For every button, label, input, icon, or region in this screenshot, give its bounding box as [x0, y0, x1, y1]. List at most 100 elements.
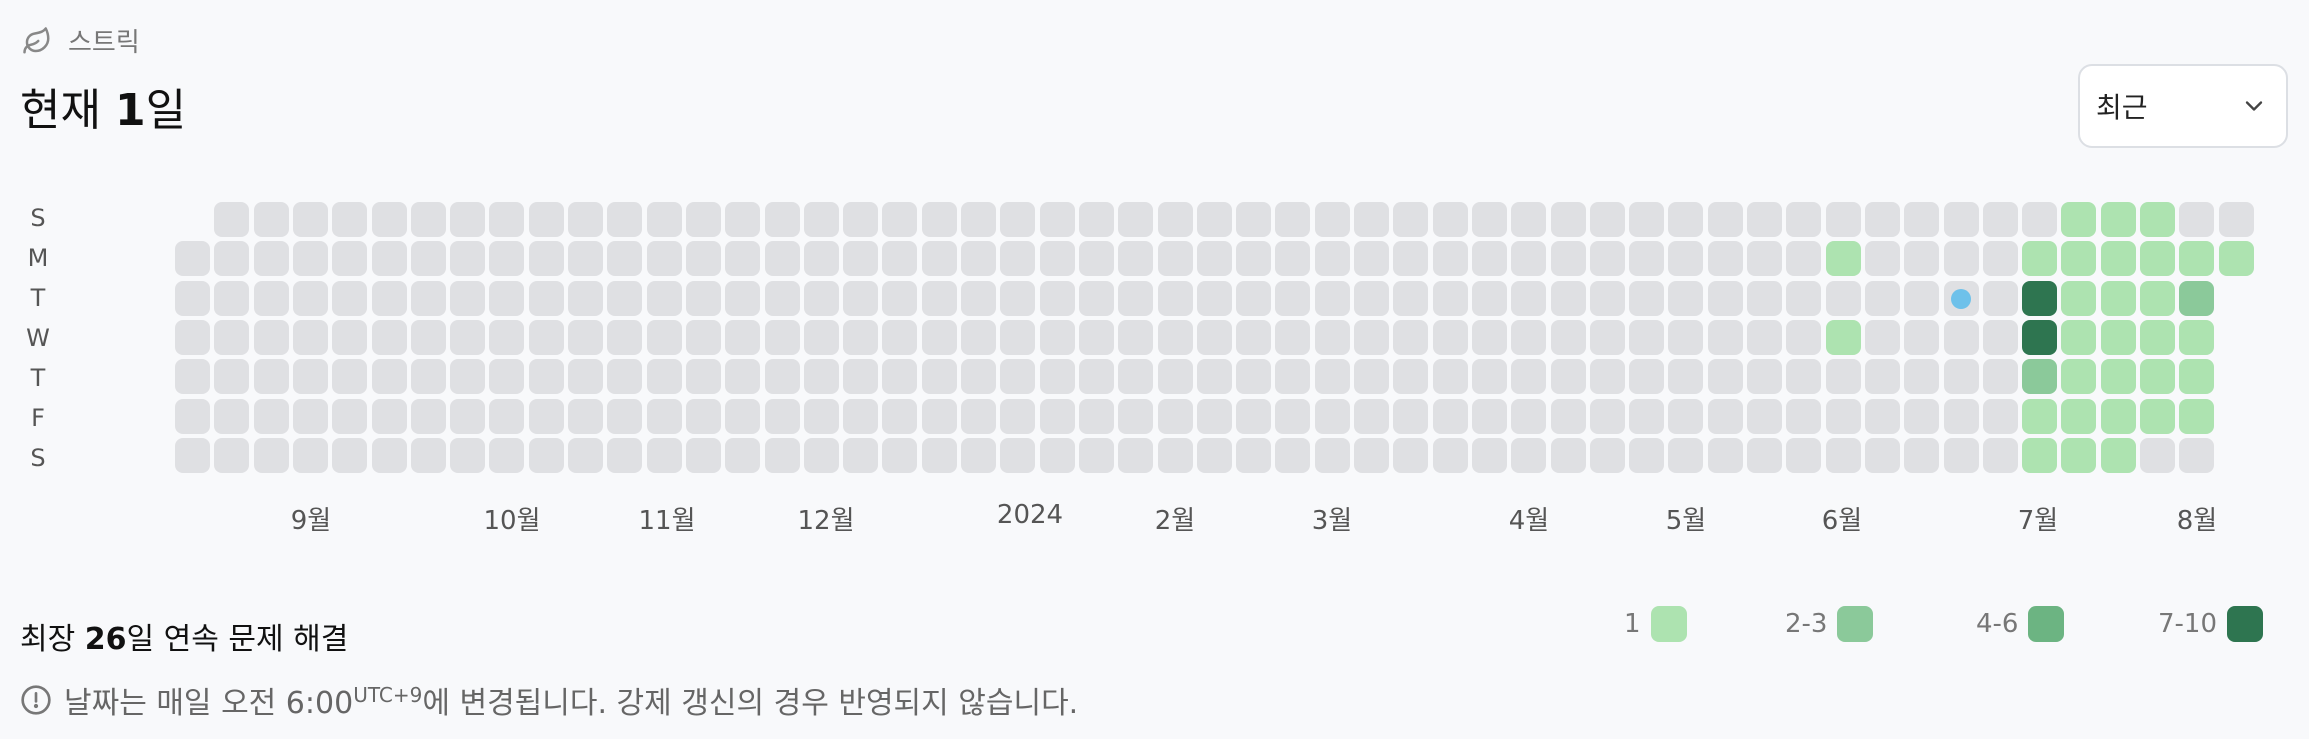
heatmap-cell[interactable] [764, 280, 800, 316]
heatmap-cell[interactable] [1825, 359, 1861, 395]
heatmap-cell[interactable] [1000, 280, 1036, 316]
heatmap-cell[interactable] [1118, 202, 1154, 237]
heatmap-cell[interactable] [2022, 241, 2058, 277]
heatmap-cell[interactable] [1825, 280, 1861, 316]
heatmap-cell[interactable] [175, 437, 210, 473]
heatmap-cell[interactable] [843, 437, 879, 473]
heatmap-cell[interactable] [1118, 398, 1154, 434]
heatmap-cell[interactable] [685, 359, 721, 395]
heatmap-cell[interactable] [1078, 437, 1114, 473]
heatmap-cell[interactable] [882, 319, 918, 355]
heatmap-cell[interactable] [1982, 437, 2018, 473]
heatmap-cell[interactable] [1707, 202, 1743, 237]
heatmap-cell[interactable] [1196, 202, 1232, 237]
heatmap-cell[interactable] [803, 241, 839, 277]
heatmap-cell[interactable] [410, 280, 446, 316]
heatmap-cell[interactable] [371, 359, 407, 395]
heatmap-cell[interactable] [332, 280, 368, 316]
heatmap-cell[interactable] [1354, 359, 1389, 395]
heatmap-cell[interactable] [1432, 241, 1468, 277]
heatmap-cell[interactable] [2140, 241, 2175, 277]
heatmap-cell[interactable] [1275, 241, 1311, 277]
heatmap-cell[interactable] [1078, 398, 1114, 434]
heatmap-cell[interactable] [843, 202, 879, 237]
heatmap-cell[interactable] [410, 437, 446, 473]
heatmap-cell[interactable] [1629, 398, 1665, 434]
heatmap-cell[interactable] [1825, 398, 1861, 434]
heatmap-cell[interactable] [1078, 319, 1114, 355]
heatmap-cell[interactable] [1747, 241, 1782, 277]
heatmap-cell[interactable] [2100, 359, 2136, 395]
heatmap-cell[interactable] [1118, 359, 1154, 395]
heatmap-cell[interactable] [1471, 437, 1507, 473]
heatmap-cell[interactable] [450, 398, 486, 434]
heatmap-cell[interactable] [1550, 398, 1586, 434]
heatmap-cell[interactable] [1668, 319, 1704, 355]
heatmap-cell[interactable] [1550, 437, 1586, 473]
heatmap-cell[interactable] [2100, 280, 2136, 316]
heatmap-cell[interactable] [725, 437, 761, 473]
heatmap-cell[interactable] [2140, 280, 2175, 316]
heatmap-cell[interactable] [1629, 241, 1665, 277]
heatmap-cell[interactable] [843, 398, 879, 434]
heatmap-cell[interactable] [489, 202, 525, 237]
heatmap-cell[interactable] [1000, 319, 1036, 355]
heatmap-cell[interactable] [2022, 202, 2058, 237]
heatmap-cell[interactable] [568, 437, 603, 473]
heatmap-cell[interactable] [961, 359, 996, 395]
heatmap-cell[interactable] [1982, 319, 2018, 355]
heatmap-cell[interactable] [1904, 437, 1940, 473]
heatmap-cell[interactable] [450, 437, 486, 473]
heatmap-cell[interactable] [2061, 437, 2097, 473]
heatmap-cell[interactable] [2022, 319, 2058, 355]
heatmap-cell[interactable] [2179, 398, 2215, 434]
heatmap-cell[interactable] [292, 280, 328, 316]
heatmap-cell[interactable] [1904, 319, 1940, 355]
heatmap-cell[interactable] [803, 202, 839, 237]
heatmap-cell[interactable] [607, 359, 643, 395]
heatmap-cell[interactable] [1589, 437, 1625, 473]
heatmap-cell[interactable] [685, 437, 721, 473]
heatmap-cell[interactable] [2061, 359, 2097, 395]
heatmap-cell[interactable] [646, 437, 682, 473]
heatmap-cell[interactable] [1864, 202, 1900, 237]
heatmap-cell[interactable] [1864, 398, 1900, 434]
heatmap-cell[interactable] [528, 202, 564, 237]
heatmap-cell[interactable] [1747, 437, 1782, 473]
heatmap-cell[interactable] [607, 398, 643, 434]
heatmap-cell[interactable] [1275, 202, 1311, 237]
heatmap-cell[interactable] [2218, 241, 2254, 277]
heatmap-cell[interactable] [1432, 319, 1468, 355]
heatmap-cell[interactable] [1864, 319, 1900, 355]
heatmap-cell[interactable] [1864, 437, 1900, 473]
heatmap-cell[interactable] [1511, 359, 1547, 395]
heatmap-cell[interactable] [1943, 319, 1979, 355]
heatmap-cell[interactable] [1236, 202, 1272, 237]
heatmap-cell[interactable] [803, 319, 839, 355]
heatmap-cell[interactable] [646, 319, 682, 355]
heatmap-cell[interactable] [450, 202, 486, 237]
heatmap-cell[interactable] [921, 398, 957, 434]
heatmap-cell[interactable] [1550, 319, 1586, 355]
heatmap-cell[interactable] [843, 241, 879, 277]
heatmap-cell[interactable] [450, 241, 486, 277]
heatmap-cell[interactable] [646, 202, 682, 237]
heatmap-cell[interactable] [2061, 202, 2097, 237]
heatmap-cell[interactable] [253, 319, 289, 355]
heatmap-cell[interactable] [528, 359, 564, 395]
heatmap-cell[interactable] [882, 437, 918, 473]
heatmap-cell[interactable] [1629, 437, 1665, 473]
heatmap-cell[interactable] [1157, 202, 1193, 237]
heatmap-cell[interactable] [2179, 319, 2215, 355]
heatmap-cell[interactable] [1707, 437, 1743, 473]
heatmap-cell[interactable] [2179, 202, 2215, 237]
heatmap-cell[interactable] [1118, 241, 1154, 277]
heatmap-cell[interactable] [1393, 359, 1429, 395]
heatmap-cell[interactable] [1314, 319, 1350, 355]
heatmap-cell[interactable] [1943, 202, 1979, 237]
heatmap-cell[interactable] [1354, 202, 1389, 237]
heatmap-cell[interactable] [646, 359, 682, 395]
heatmap-cell[interactable] [882, 398, 918, 434]
heatmap-cell[interactable] [1747, 359, 1782, 395]
heatmap-cell[interactable] [410, 359, 446, 395]
